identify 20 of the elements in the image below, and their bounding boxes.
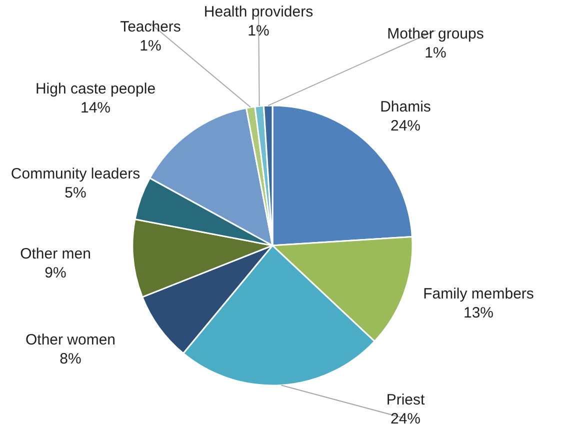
slice-label: Teachers — [120, 18, 181, 36]
data-label: 5% — [64, 184, 86, 202]
slice-label: Health providers — [204, 4, 314, 20]
data-label: 24% — [390, 118, 421, 134]
slice-label: Family members — [423, 286, 534, 302]
slice-label: Other men — [20, 246, 91, 262]
slice-label: Other women — [25, 332, 116, 348]
data-label: 13% — [463, 304, 494, 322]
slice-label: Dhamis — [380, 98, 431, 116]
slice-label: High caste people — [35, 80, 156, 98]
data-label: 1% — [248, 22, 270, 40]
data-label: 14% — [80, 100, 111, 116]
data-label: 24% — [390, 410, 421, 428]
data-label: 1% — [140, 38, 162, 54]
data-label: 9% — [44, 264, 66, 282]
data-label: 1% — [424, 44, 446, 62]
slice-label: Mother groups — [387, 26, 484, 42]
slice-label: Community leaders — [10, 166, 140, 182]
slice-label: Priest — [386, 392, 426, 408]
data-label: 8% — [60, 350, 82, 368]
